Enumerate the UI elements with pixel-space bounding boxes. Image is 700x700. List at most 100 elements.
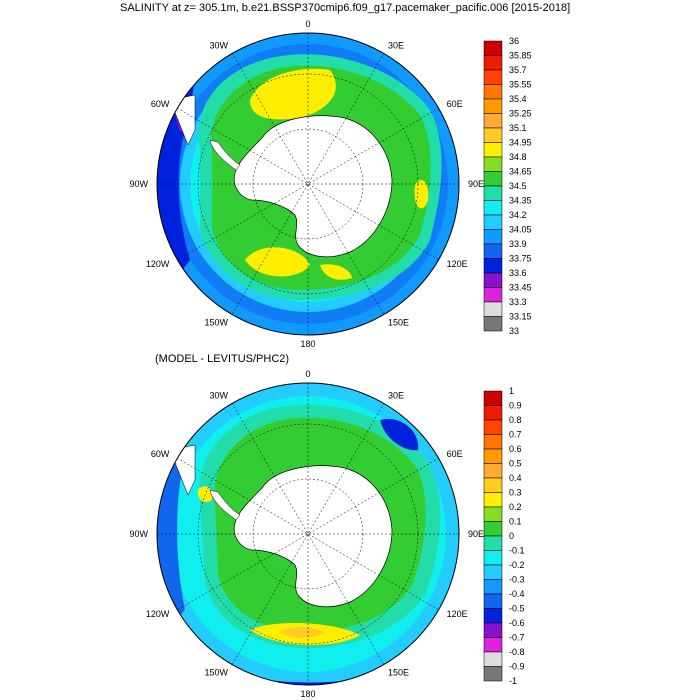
top-colorbar-label: 33.75	[509, 254, 532, 264]
bottom-lon-label: 30E	[388, 390, 404, 400]
top-colorbar-label: 35.7	[509, 65, 527, 75]
top-colorbar-swatch	[483, 142, 503, 158]
top-colorbar-label: 33.6	[509, 268, 527, 278]
bottom-colorbar-label: 0.2	[509, 502, 522, 512]
bottom-colorbar-swatch	[483, 492, 503, 508]
top-colorbar-label: 33	[509, 326, 519, 336]
bottom-colorbar-label: 0.8	[509, 415, 522, 425]
top-lon-label: 120W	[146, 259, 170, 269]
bottom-colorbar-label: 0	[509, 531, 514, 541]
bottom-colorbar-swatch	[483, 608, 503, 624]
top-colorbar-swatch	[483, 98, 503, 114]
bottom-panel-title: (MODEL - LEVITUS/PHC2)	[155, 353, 290, 365]
bottom-colorbar-swatch	[483, 506, 503, 522]
bottom-colorbar-swatch	[483, 390, 503, 406]
top-colorbar-label: 36	[509, 36, 519, 46]
top-colorbar-swatch	[483, 272, 503, 288]
top-colorbar-swatch	[483, 156, 503, 172]
bottom-lon-label: 60E	[447, 449, 463, 459]
top-colorbar-swatch	[483, 243, 503, 259]
top-lon-label: 60W	[151, 99, 170, 109]
top-panel-title: SALINITY at z= 305.1m, b.e21.BSSP370cmip…	[120, 2, 571, 14]
top-lon-label: 150W	[204, 318, 228, 328]
top-colorbar-label: 33.45	[509, 283, 532, 293]
top-lon-label: 30E	[388, 40, 404, 50]
top-colorbar-label: 34.35	[509, 196, 532, 206]
top-colorbar-swatch	[483, 171, 503, 187]
top-colorbar-label: 33.9	[509, 239, 527, 249]
bottom-colorbar-label: -1	[509, 676, 517, 686]
top-lon-label: 180	[300, 339, 315, 349]
top-lon-label: 30W	[209, 40, 228, 50]
antarctica-landmass-bottom	[233, 465, 393, 608]
bottom-colorbar-swatch	[483, 405, 503, 421]
bottom-lon-label: 30W	[209, 390, 228, 400]
top-colorbar-label: 35.55	[509, 80, 532, 90]
bottom-colorbar-label: -0.8	[509, 647, 525, 657]
bottom-lon-label: 90E	[468, 529, 484, 539]
top-salinity-field	[157, 33, 459, 335]
bottom-colorbar-label: 0.9	[509, 401, 522, 411]
bottom-colorbar-label: -0.6	[509, 618, 525, 628]
bottom-lon-label: 90W	[129, 529, 148, 539]
bottom-colorbar-swatch	[483, 463, 503, 479]
bottom-lon-label: 60W	[151, 449, 170, 459]
top-lon-label: 60E	[447, 99, 463, 109]
top-colorbar-swatch	[483, 316, 503, 332]
top-colorbar-label: 35.4	[509, 94, 527, 104]
top-colorbar-label: 34.05	[509, 225, 532, 235]
top-colorbar-label: 34.65	[509, 167, 532, 177]
top-colorbar-swatch	[483, 258, 503, 274]
top-colorbar-swatch	[483, 55, 503, 71]
top-map-boundary	[156, 32, 460, 336]
top-colorbar-swatch	[483, 301, 503, 317]
bottom-colorbar-label: -0.5	[509, 604, 525, 614]
bottom-colorbar-swatch	[483, 593, 503, 609]
bottom-colorbar-swatch	[483, 535, 503, 551]
bottom-colorbar-label: -0.7	[509, 633, 525, 643]
antarctica-landmass-top	[233, 115, 393, 258]
bottom-lon-label: 120E	[447, 609, 468, 619]
top-colorbar-swatch	[483, 69, 503, 85]
bottom-colorbar-label: -0.1	[509, 546, 525, 556]
bottom-colorbar-swatch	[483, 637, 503, 653]
bottom-colorbar-swatch	[483, 564, 503, 580]
top-colorbar-label: 34.95	[509, 138, 532, 148]
top-lon-label: 150E	[388, 318, 409, 328]
bottom-lon-label: 180	[300, 689, 315, 699]
bottom-colorbar-label: -0.3	[509, 575, 525, 585]
top-colorbar-swatch	[483, 84, 503, 100]
bottom-colorbar-swatch	[483, 419, 503, 435]
top-colorbar-label: 33.15	[509, 312, 532, 322]
top-colorbar-swatch	[483, 200, 503, 216]
bottom-longitude-labels: 0 30E 60E 90E 120E 150E 180 150W 120W 90W 60W 30W	[129, 369, 484, 699]
top-colorbar: 36 35.85 35.7 35.55 35.4 35.25 35.1 34.95 34.8 34…	[483, 36, 532, 336]
top-colorbar-swatch	[483, 113, 503, 129]
bottom-colorbar-label: 0.7	[509, 430, 522, 440]
bottom-colorbar-label: -0.9	[509, 662, 525, 672]
bottom-colorbar-label: -0.2	[509, 560, 525, 570]
bottom-lon-label: 120W	[146, 609, 170, 619]
top-lon-label: 90W	[129, 179, 148, 189]
bottom-colorbar-label: 0.3	[509, 488, 522, 498]
bottom-colorbar-swatch	[483, 434, 503, 450]
top-colorbar-swatch	[483, 287, 503, 303]
top-colorbar-label: 35.1	[509, 123, 527, 133]
bottom-colorbar-swatch	[483, 666, 503, 682]
top-longitude-labels: 0 30E 60E 90E 120E 150E 180 150W 120W 90W 60W 30W	[129, 19, 484, 349]
bottom-lon-label: 150W	[204, 668, 228, 678]
top-colorbar-swatch	[483, 214, 503, 230]
bottom-colorbar-label: -0.4	[509, 589, 525, 599]
bottom-colorbar-label: 0.5	[509, 459, 522, 469]
bottom-lon-label: 150E	[388, 668, 409, 678]
top-colorbar-label: 34.2	[509, 210, 527, 220]
top-colorbar-label: 34.8	[509, 152, 527, 162]
top-colorbar-swatch	[483, 185, 503, 201]
top-lon-label: 0	[305, 19, 310, 29]
bottom-colorbar-label: 0.4	[509, 473, 522, 483]
top-lon-label: 90E	[468, 179, 484, 189]
bottom-colorbar-swatch	[483, 622, 503, 638]
bottom-lon-label: 0	[305, 369, 310, 379]
bottom-colorbar-swatch	[483, 448, 503, 464]
